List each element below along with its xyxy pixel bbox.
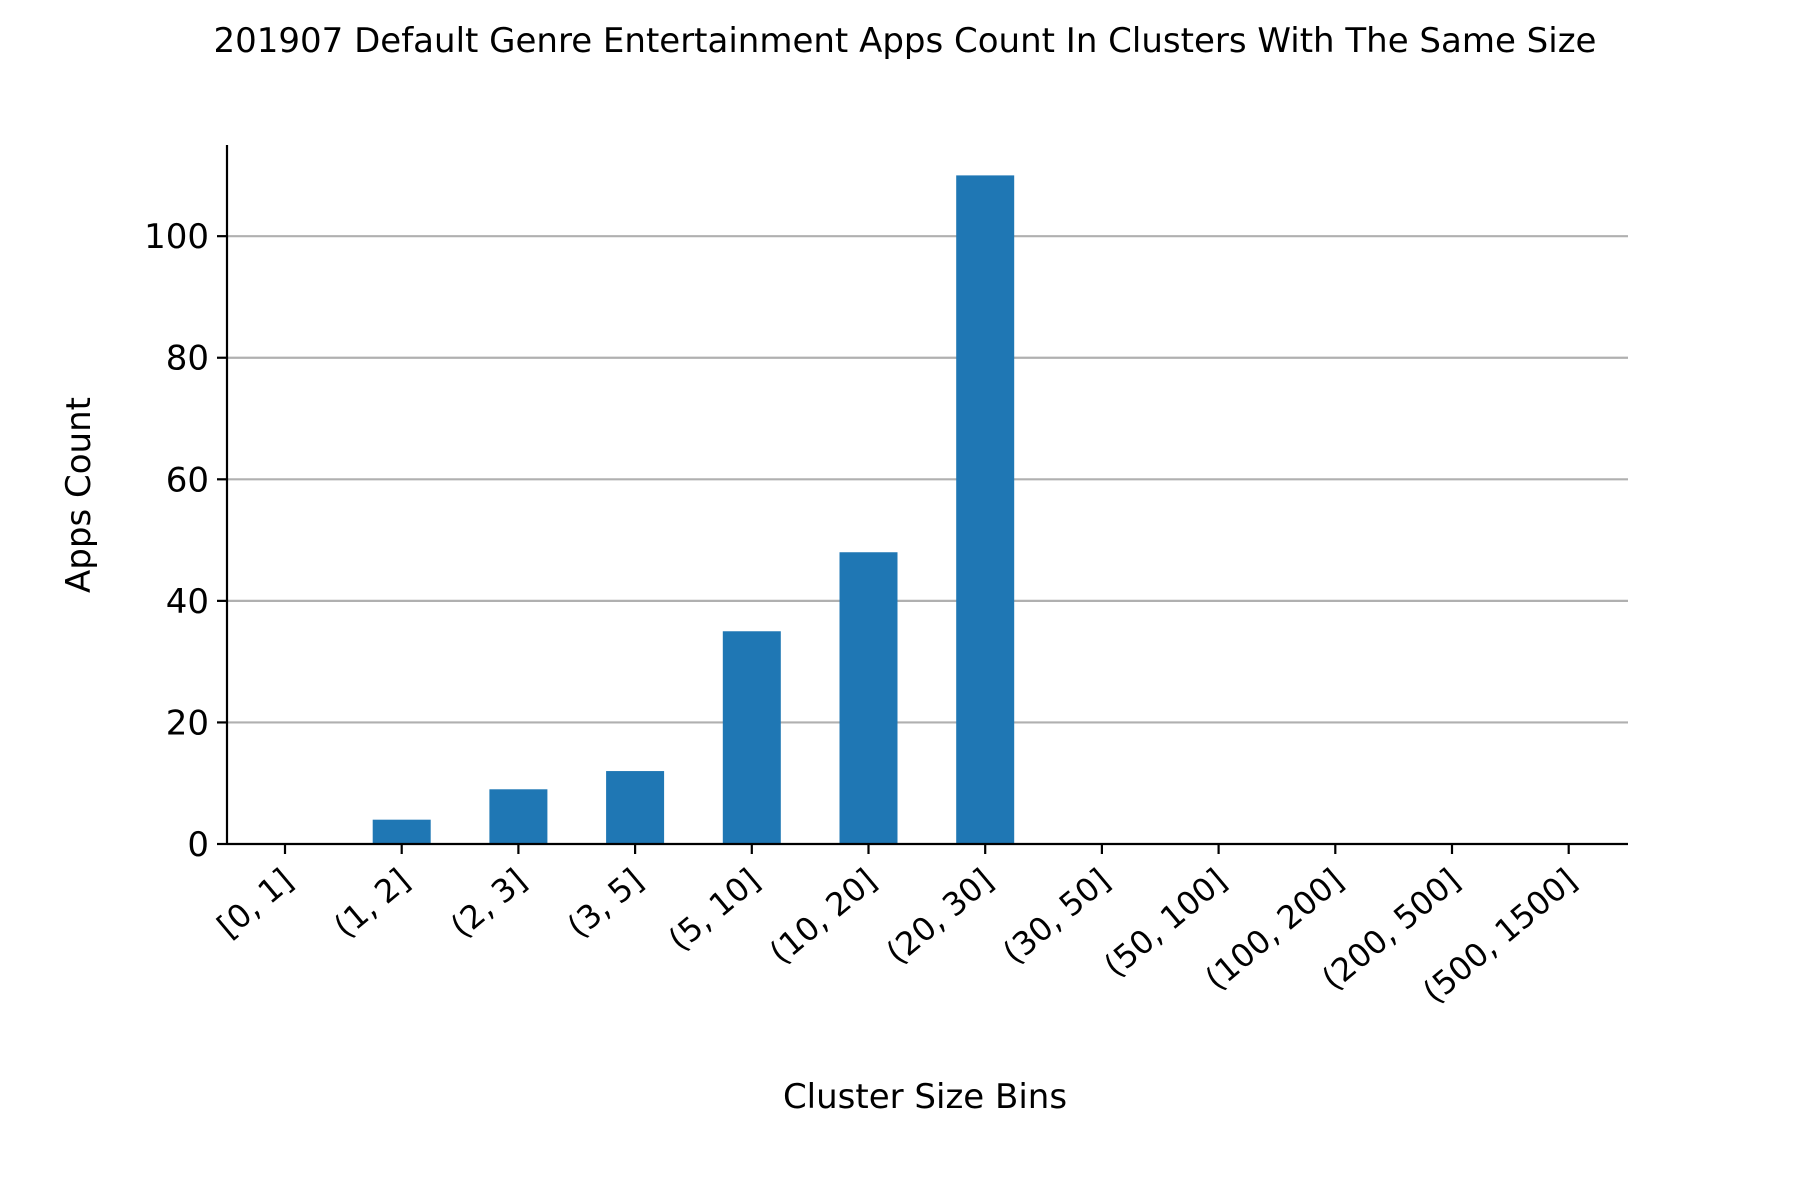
x-tick-label: (2, 3] bbox=[443, 861, 533, 945]
bars bbox=[372, 175, 1015, 845]
bar bbox=[606, 771, 665, 844]
x-tick-label: [0, 1] bbox=[210, 861, 300, 945]
bar bbox=[722, 631, 781, 844]
x-axis-label: Cluster Size Bins bbox=[783, 1077, 1067, 1117]
chart-title: 201907 Default Genre Entertainment Apps … bbox=[214, 21, 1597, 61]
axes bbox=[225, 145, 1628, 846]
bar bbox=[372, 819, 431, 844]
y-ticks: 0 20 40 60 80 100 bbox=[144, 217, 227, 865]
y-tick-label: 40 bbox=[166, 582, 209, 622]
y-tick-label: 20 bbox=[166, 703, 209, 743]
gridlines bbox=[227, 235, 1628, 724]
y-tick-label: 0 bbox=[187, 825, 209, 865]
y-tick-label: 80 bbox=[166, 339, 209, 379]
x-ticks: [0, 1] (1, 2] (2, 3] (3, 5] (5, 10](10, 20](… bbox=[210, 844, 1584, 1011]
x-tick-label: (20, 30] bbox=[879, 861, 1001, 972]
y-tick-label: 60 bbox=[166, 460, 209, 500]
bar bbox=[489, 789, 548, 844]
x-tick-label: (3, 5] bbox=[560, 861, 650, 945]
y-tick-label: 100 bbox=[144, 217, 209, 257]
y-axis-label: Apps Count bbox=[59, 397, 99, 593]
bar bbox=[956, 175, 1015, 845]
x-tick-label: (5, 10] bbox=[661, 861, 767, 958]
bar bbox=[839, 552, 898, 844]
x-tick-label: (1, 2] bbox=[327, 861, 417, 945]
x-tick-label: (10, 20] bbox=[762, 861, 884, 972]
